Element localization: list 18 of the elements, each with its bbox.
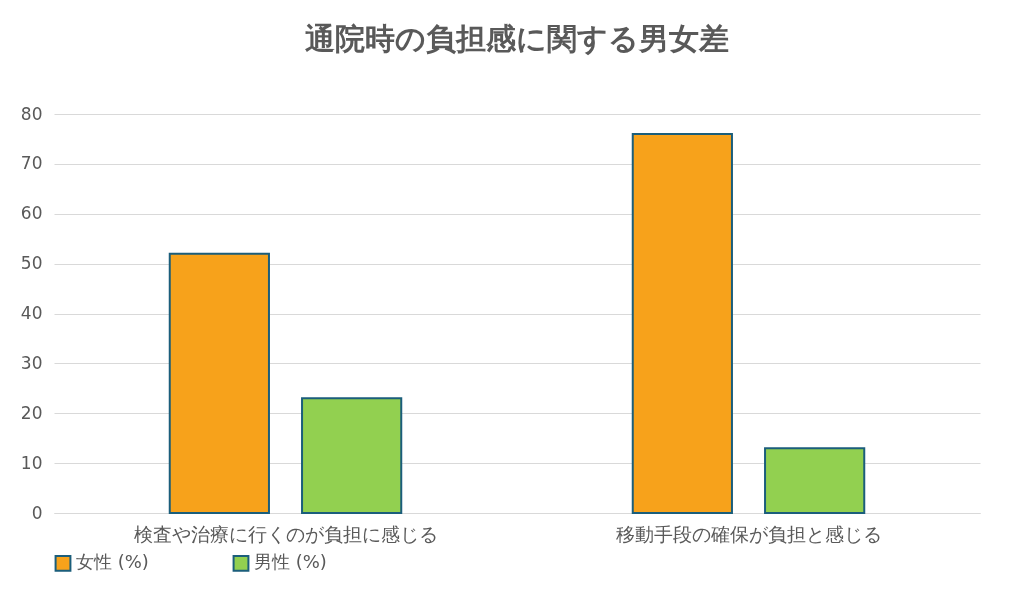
bar [301,397,403,514]
legend-label: 女性 (%) [76,551,149,573]
y-tick-label: 80 [20,103,43,124]
x-tick-label: 検査や治療に行くのが負担に感じる [133,522,438,545]
y-tick-label: 20 [20,402,43,423]
bar [764,447,866,514]
y-tick-label: 60 [20,203,43,224]
y-tick-label: 70 [20,153,43,174]
y-tick-label: 40 [20,303,43,323]
y-tick-label: 0 [31,502,43,523]
bar [631,132,733,514]
chart-title: 通院時の負担感に関する男女差 [305,21,729,56]
y-tick-label: 50 [20,253,43,274]
x-tick-label: 移動手段の確保が負担と感じる [615,522,882,545]
y-tick-label: 30 [20,352,43,373]
legend-label: 男性 (%) [254,551,327,573]
y-tick-label: 10 [20,452,43,473]
bar [168,252,270,514]
